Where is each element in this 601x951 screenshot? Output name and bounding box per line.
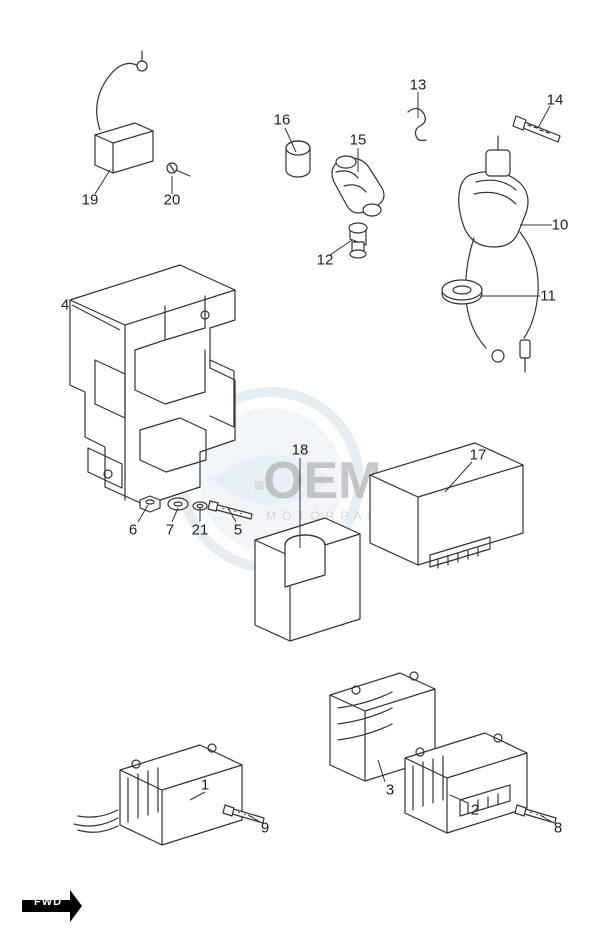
callout-16: 16 <box>274 112 291 129</box>
callout-7: 7 <box>166 522 174 539</box>
callout-6: 6 <box>129 522 137 539</box>
callout-19: 19 <box>82 192 99 209</box>
callout-1: 1 <box>201 777 209 794</box>
callout-2: 2 <box>471 802 479 819</box>
fwd-label: FWD <box>34 896 62 908</box>
callout-18: 18 <box>292 442 309 459</box>
callout-5: 5 <box>234 522 242 539</box>
part-coil-10 <box>459 136 539 372</box>
diagram-canvas: . OEM MOTORPARTS <box>0 0 601 951</box>
callout-12: 12 <box>317 252 334 269</box>
callout-21: 21 <box>192 522 209 539</box>
parts-svg <box>0 0 601 951</box>
part-cdi-17 <box>370 443 523 568</box>
part-bolt-14 <box>513 116 560 142</box>
callout-14: 14 <box>547 92 564 109</box>
callout-8: 8 <box>554 820 562 837</box>
callout-20: 20 <box>164 192 181 209</box>
callout-17: 17 <box>470 447 487 464</box>
part-bolt-5 <box>208 501 252 519</box>
callout-9: 9 <box>261 820 269 837</box>
part-clip-13 <box>408 108 426 140</box>
part-bracket-4 <box>70 265 235 505</box>
part-rectifier-1 <box>74 744 242 845</box>
part-nut-6 <box>140 496 160 512</box>
part-sleeve-16 <box>286 141 310 177</box>
callout-11: 11 <box>540 288 556 305</box>
part-relay-19 <box>95 51 153 173</box>
callout-4: 4 <box>61 297 69 314</box>
callout-10: 10 <box>552 217 569 234</box>
callout-3: 3 <box>386 782 394 799</box>
part-seal-11 <box>442 280 482 304</box>
callout-15: 15 <box>350 132 367 149</box>
part-cushion-18 <box>255 518 360 641</box>
callout-13: 13 <box>410 77 427 94</box>
part-screw-20 <box>167 163 190 176</box>
